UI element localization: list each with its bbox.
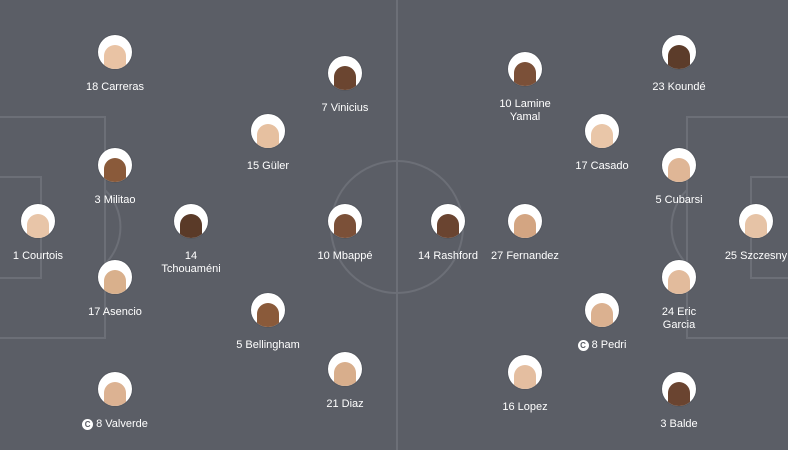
player-avatar bbox=[662, 35, 696, 69]
player-avatar bbox=[251, 293, 285, 327]
player-avatar bbox=[508, 52, 542, 86]
player-avatar bbox=[98, 35, 132, 69]
away-player-4[interactable]: 23 Koundé bbox=[619, 35, 739, 94]
player-avatar bbox=[21, 204, 55, 238]
player-label: 21 Diaz bbox=[326, 398, 364, 410]
player-avatar bbox=[328, 352, 362, 386]
player-label: 1 Courtois bbox=[12, 250, 64, 262]
away-player-10[interactable]: 27 Fernandez bbox=[465, 204, 585, 263]
player-avatar bbox=[662, 148, 696, 182]
player-label: 3 Militao bbox=[94, 194, 136, 206]
home-player-3[interactable]: 17 Asencio bbox=[55, 260, 175, 319]
player-label: 14 Tchouaméni bbox=[161, 250, 221, 275]
home-player-9[interactable]: 7 Vinicius bbox=[285, 56, 405, 115]
home-player-10[interactable]: 10 Mbappé bbox=[285, 204, 405, 263]
away-player-2[interactable]: 5 Cubarsi bbox=[619, 148, 739, 207]
away-player-11[interactable]: 14 Rashford bbox=[388, 204, 508, 263]
away-penalty-box bbox=[686, 116, 788, 339]
home-player-8[interactable]: 5 Bellingham bbox=[208, 293, 328, 352]
player-avatar bbox=[251, 114, 285, 148]
player-label: 15 Güler bbox=[246, 160, 290, 172]
player-avatar bbox=[585, 293, 619, 327]
player-avatar bbox=[662, 260, 696, 294]
player-label: 7 Vinicius bbox=[321, 102, 369, 114]
home-player-1[interactable]: 1 Courtois bbox=[0, 204, 98, 263]
player-label: 23 Koundé bbox=[652, 81, 706, 93]
player-label: 14 Rashford bbox=[418, 250, 478, 262]
player-label: 27 Fernandez bbox=[491, 250, 559, 262]
player-avatar bbox=[431, 204, 465, 238]
player-label: 25 Szczesny bbox=[724, 250, 788, 262]
player-avatar bbox=[508, 204, 542, 238]
player-avatar bbox=[739, 204, 773, 238]
player-avatar bbox=[328, 204, 362, 238]
player-avatar bbox=[508, 355, 542, 389]
away-player-6[interactable]: 17 Casado bbox=[542, 114, 662, 173]
away-player-9[interactable]: 10 Lamine Yamal bbox=[465, 52, 585, 124]
player-avatar bbox=[174, 204, 208, 238]
player-label: 3 Balde bbox=[660, 418, 698, 430]
player-label: 5 Bellingham bbox=[236, 339, 300, 351]
home-player-2[interactable]: 3 Militao bbox=[55, 148, 175, 207]
player-label: 16 Lopez bbox=[502, 401, 548, 413]
player-label: 5 Cubarsi bbox=[655, 194, 703, 206]
home-player-11[interactable]: 21 Diaz bbox=[285, 352, 405, 411]
player-avatar bbox=[98, 148, 132, 182]
away-player-3[interactable]: 24 Eric Garcia bbox=[619, 260, 739, 332]
captain-icon: C bbox=[577, 340, 589, 351]
player-label: 10 Mbappé bbox=[317, 250, 373, 262]
player-avatar bbox=[662, 372, 696, 406]
away-penalty-arc bbox=[670, 189, 688, 265]
home-penalty-arc bbox=[104, 189, 122, 265]
player-label: 24 Eric Garcia bbox=[661, 306, 697, 331]
player-label: 17 Casado bbox=[575, 160, 629, 172]
captain-icon: C bbox=[82, 419, 94, 430]
away-player-1[interactable]: 25 Szczesny bbox=[696, 204, 788, 263]
player-label: 18 Carreras bbox=[85, 81, 145, 93]
home-player-4[interactable]: 18 Carreras bbox=[55, 35, 175, 94]
home-penalty-box bbox=[0, 116, 106, 339]
home-player-5[interactable]: 14 Tchouaméni bbox=[131, 204, 251, 276]
player-label: 10 Lamine Yamal bbox=[499, 98, 551, 123]
player-avatar bbox=[98, 260, 132, 294]
home-player-7[interactable]: 15 Güler bbox=[208, 114, 328, 173]
player-avatar bbox=[585, 114, 619, 148]
away-player-8[interactable]: 16 Lopez bbox=[465, 355, 585, 414]
player-label: 17 Asencio bbox=[88, 306, 142, 318]
away-player-5[interactable]: 3 Balde bbox=[619, 372, 739, 431]
player-avatar bbox=[328, 56, 362, 90]
player-avatar bbox=[98, 372, 132, 406]
